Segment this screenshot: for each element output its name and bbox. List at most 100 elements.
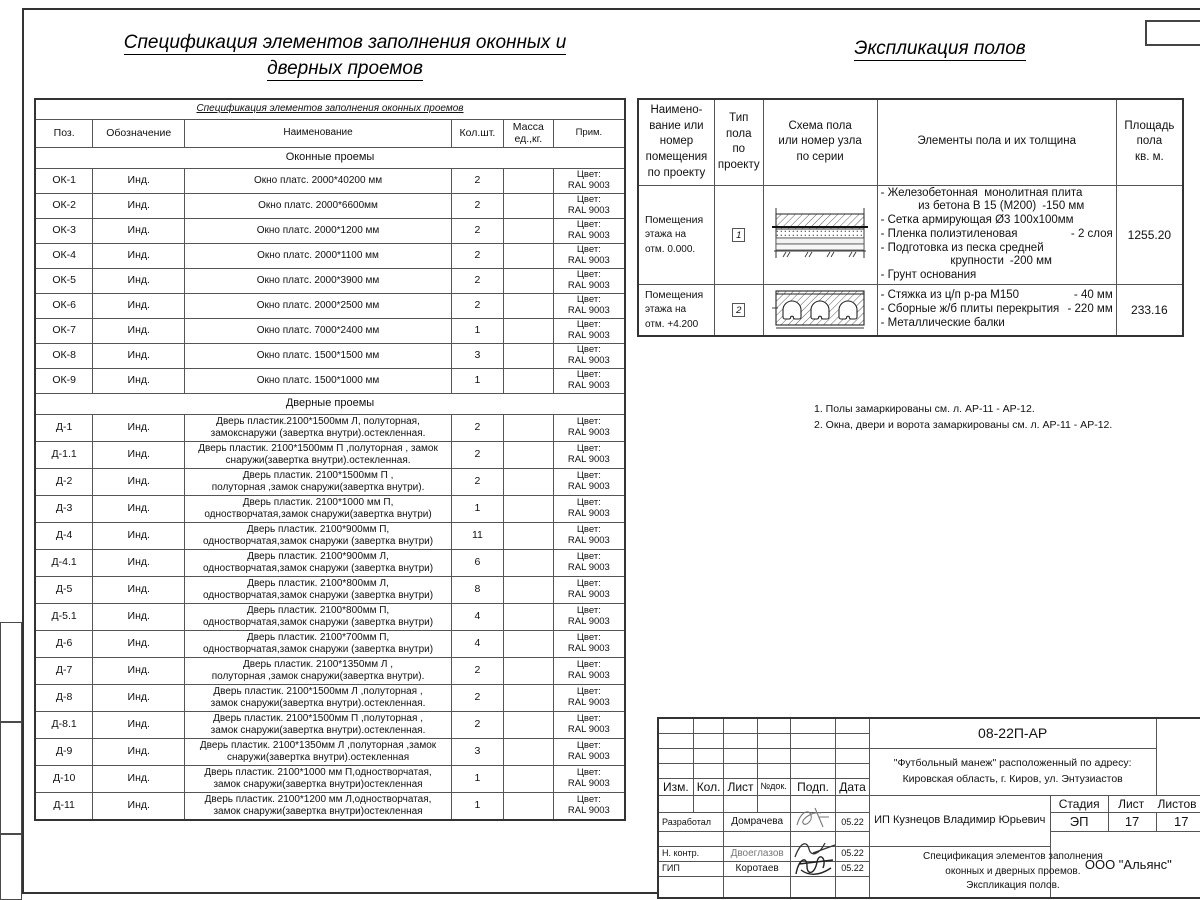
spec-caption-cell: Спецификация элементов заполнения оконны… <box>34 98 626 120</box>
spec-name-line2: снаружи(завертка внутри).остекленная. <box>225 454 411 466</box>
floor-layer-label: - Сетка армирующая Ø3 100х100мм <box>880 214 1074 227</box>
spec-cell-name: Дверь пластик. 2100*700мм П, одностворчат… <box>184 629 452 658</box>
spec-header-name: Наименование <box>184 118 452 148</box>
floor-layer-label: - Металлические балки <box>880 316 1005 329</box>
floors-header-area-l3: кв. м. <box>1135 151 1164 163</box>
spec-note-ral-code: RAL 9003 <box>567 804 610 816</box>
spec-note-color-label: Цвет: <box>576 793 601 805</box>
spec-name-line1: Дверь пластик. 2100*1500мм П ,полуторная… <box>213 712 423 724</box>
stamp-cell-blank-izm-2 <box>657 732 694 749</box>
spec-note-ral-code: RAL 9003 <box>567 480 610 492</box>
table-row: ОК-5 Инд. Окно платс. 2000*3900 мм 2 Цвет: RA… <box>34 267 626 294</box>
spec-cell-mass <box>502 791 554 821</box>
spec-note-ral-code: RAL 9003 <box>567 279 610 291</box>
spec-note-ral-code: RAL 9003 <box>567 426 610 438</box>
floor-layer-continuation-thickness: -200 мм <box>1009 255 1052 268</box>
table-row: Д-4.1 Инд. Дверь пластик. 2100*900мм Л, одн… <box>34 548 626 577</box>
spec-cell-designation: Инд. <box>92 737 186 766</box>
floors-header-type-l1: Тип <box>729 112 749 125</box>
floor-layer-continuation: из бетона В 15 (М200) -150 мм <box>881 200 1113 214</box>
floor-layer-line: - Сборные ж/б плиты перекрытия - 220 мм <box>881 303 1113 317</box>
date-ncontrol: 05.22 <box>835 845 870 862</box>
spec-note-color-label: Цвет: <box>576 523 601 535</box>
stamp-row-ncontrol: Н. контр. Двоеглазов 05.22 Спецификация … <box>657 842 1200 899</box>
spec-cell-quantity: 2 <box>450 656 504 685</box>
stamp-cell-blank-ndok-4 <box>756 762 791 779</box>
spec-header-qty: Кол.шт. <box>450 118 504 148</box>
spec-cell-position: Д-9 <box>34 737 94 766</box>
spec-cell-position: Д-8 <box>34 683 94 712</box>
stamp-header-data: Дата <box>835 777 870 796</box>
spec-cell-name: Дверь пластик. 2100*1000 мм П,одностворч… <box>184 494 452 523</box>
floors-cell-area: 1255.20 <box>1115 184 1184 286</box>
spec-cell-note: Цвет: RAL 9003 <box>552 467 626 496</box>
spec-note-color-label: Цвет: <box>576 415 601 427</box>
spec-cell-note: Цвет: RAL 9003 <box>552 192 626 219</box>
spec-cell-quantity: 3 <box>450 342 504 369</box>
floor-layer-line: - Сетка армирующая Ø3 100х100мм <box>881 214 1113 228</box>
spec-name-line2: замок снаружи(завертка внутри).остекленн… <box>210 697 426 709</box>
date-gip: 05.22 <box>835 860 870 877</box>
table-row: ОК-9 Инд. Окно платс. 1500*1000 мм 1 Цвет: RA… <box>34 367 626 394</box>
spec-note-ral-code: RAL 9003 <box>567 453 610 465</box>
spec-cell-position: ОК-8 <box>34 342 94 369</box>
spec-note-color-label: Цвет: <box>576 268 601 280</box>
spec-name-line1: Дверь пластик. 2100*1350мм Л ,полуторная… <box>199 739 437 751</box>
floor-layer-line: - Пленка полиэтиленовая - 2 слоя <box>881 228 1113 242</box>
signature-glyph-icon <box>796 808 829 828</box>
stamp-cell-blank-list-1 <box>723 717 758 734</box>
floor-layer-label: - Сборные ж/б плиты перекрытия <box>880 303 1060 316</box>
floor-layer-line: - Металлические балки <box>881 317 1113 331</box>
spec-name-line2: полуторная ,замок снаружи(завертка внутр… <box>211 670 425 682</box>
stamp-cell-blank-name-6 <box>723 830 791 847</box>
spec-name-line1: Дверь пластик.2100*1500мм Л, полуторная, <box>216 415 420 427</box>
spec-cell-designation: Инд. <box>92 494 186 523</box>
table-row: Д-7 Инд. Дверь пластик. 2100*1350мм Л , пол… <box>34 656 626 685</box>
spec-caption-text: Спецификация элементов заполнения оконны… <box>196 103 464 115</box>
floors-header-room: Наимено- вание или номер помещения по пр… <box>637 98 715 186</box>
stamp-cell-blank-list-3 <box>723 747 758 764</box>
spec-note-color-label: Цвет: <box>576 496 601 508</box>
role-label-developer: Разработал <box>657 812 725 832</box>
role-person-ncontrol: Двоеглазов <box>723 845 791 862</box>
spec-note-ral-code: RAL 9003 <box>567 669 610 681</box>
spec-cell-designation: Инд. <box>92 602 186 631</box>
table-row: ОК-2 Инд. Окно платс. 2000*6600мм 2 Цвет: RAL… <box>34 192 626 219</box>
signature-gip <box>789 856 837 877</box>
spec-cell-quantity: 2 <box>450 710 504 739</box>
stamp-cell-blank-podp-5 <box>789 794 837 814</box>
spec-cell-position: ОК-4 <box>34 242 94 269</box>
stamp-header-podp: Подп. <box>789 777 837 796</box>
spec-cell-mass <box>502 737 554 766</box>
stamp-cell-blank-podp-4 <box>789 762 837 779</box>
spec-name-line2: одностворчатая,замок снаружи (завертка в… <box>202 616 434 628</box>
table-row: Д-8.1 Инд. Дверь пластик. 2100*1500мм П ,п… <box>34 710 626 739</box>
spec-note-color-label: Цвет: <box>576 550 601 562</box>
spec-cell-note: Цвет: RAL 9003 <box>552 167 626 194</box>
spec-cell-position: Д-8.1 <box>34 710 94 739</box>
floors-cell-type: 1 <box>713 184 764 286</box>
spec-cell-quantity: 4 <box>450 602 504 631</box>
floors-cell-area: 233.16 <box>1115 284 1184 337</box>
designer-name: ИП Кузнецов Владимир Юрьевич <box>868 794 1051 847</box>
spec-cell-name: Дверь пластик. 2100*1350мм Л ,полуторная… <box>184 737 452 766</box>
spec-cell-designation: Инд. <box>92 242 186 269</box>
floors-header-room-l3: номер <box>659 135 694 148</box>
floors-room-line3: отм. 0.000. <box>645 243 696 255</box>
floors-header-type-l3: по <box>732 143 746 156</box>
spec-cell-note: Цвет: RAL 9003 <box>552 217 626 244</box>
stamp-cell-blank-list-4 <box>723 762 758 779</box>
spec-cell-quantity: 3 <box>450 737 504 766</box>
spec-cell-position: Д-4 <box>34 521 94 550</box>
spec-name-line1: Дверь пластик. 2100*1500мм Л ,полуторная… <box>213 685 423 697</box>
signature-glyph-icon <box>794 842 836 858</box>
spec-cell-position: Д-5 <box>34 575 94 604</box>
page-title-specification: Спецификация элементов заполнения оконны… <box>60 30 630 81</box>
spec-cell-mass <box>502 342 554 369</box>
spec-cell-quantity: 2 <box>450 192 504 219</box>
spec-name-line1: Дверь пластик. 2100*1350мм Л , <box>243 658 394 670</box>
spec-cell-designation: Инд. <box>92 764 186 793</box>
floor-layer-label: - Железобетонная монолитная плита <box>880 186 1083 199</box>
spec-cell-mass <box>502 548 554 577</box>
floor-layer-label: - Стяжка из ц/п р-ра М150 <box>880 289 1020 302</box>
